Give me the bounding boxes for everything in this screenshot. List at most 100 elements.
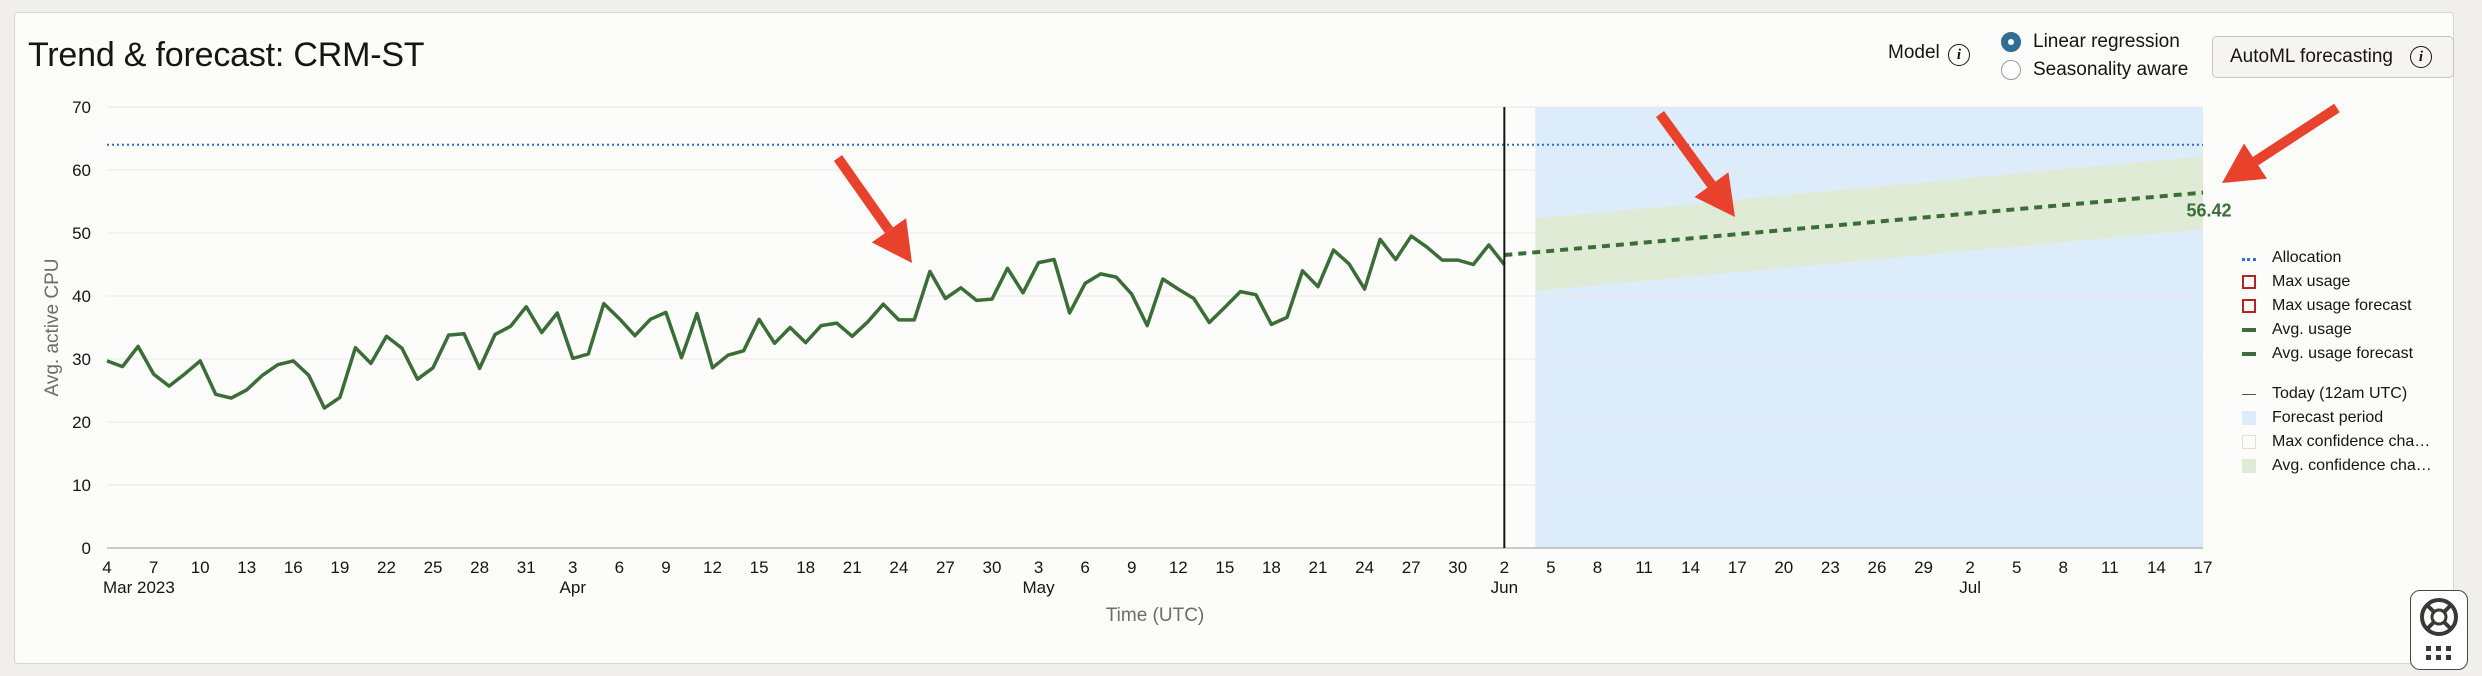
x-tick-label: 17 — [2194, 558, 2213, 577]
legend-swatch-icon — [2242, 299, 2256, 313]
legend-label: Avg. confidence cha… — [2272, 457, 2432, 474]
radio-seasonality-aware[interactable]: Seasonality aware — [2001, 59, 2188, 81]
avg-usage-forecast-line — [1504, 190, 2204, 258]
radio-label-seasonality: Seasonality aware — [2033, 59, 2189, 80]
page-title: Trend & forecast: CRM-ST — [28, 36, 425, 74]
x-tick-label: 11 — [2101, 558, 2119, 577]
annotation-arrow-left — [833, 155, 912, 263]
y-tick-label: 20 — [72, 413, 91, 432]
legend-item[interactable]: Max usage — [2242, 270, 2432, 294]
arrow-shaft — [2252, 103, 2340, 166]
x-tick-label: 18 — [1262, 558, 1281, 577]
x-tick-label: 8 — [1593, 558, 1602, 577]
y-tick-label: 40 — [72, 287, 91, 306]
legend-item[interactable]: Avg. usage — [2242, 318, 2432, 342]
x-tick-label: 30 — [1448, 558, 1467, 577]
x-tick-label: 14 — [2147, 558, 2166, 577]
lifebuoy-icon[interactable] — [2411, 591, 2469, 671]
legend-item[interactable]: Today (12am UTC) — [2242, 382, 2432, 406]
x-month-label: Apr — [560, 578, 587, 597]
x-tick-label: 2 — [1965, 558, 1974, 577]
arrow-shaft — [1655, 111, 1716, 188]
x-tick-label: 24 — [889, 558, 908, 577]
arrow-shaft — [833, 155, 894, 234]
x-tick-label: 13 — [237, 558, 256, 577]
legend-item[interactable]: Avg. usage forecast — [2242, 342, 2432, 366]
x-tick-label: 20 — [1774, 558, 1793, 577]
x-tick-label: 21 — [1309, 558, 1328, 577]
x-tick-label: 6 — [615, 558, 624, 577]
x-tick-label: 17 — [1728, 558, 1747, 577]
x-tick-label: 5 — [2012, 558, 2021, 577]
x-tick-label: 2 — [1500, 558, 1509, 577]
x-tick-label: 7 — [149, 558, 158, 577]
legend-item[interactable]: Avg. confidence cha… — [2242, 454, 2432, 478]
legend-swatch-icon — [2242, 459, 2256, 473]
x-tick-label: 28 — [470, 558, 489, 577]
legend-swatch-icon — [2242, 393, 2256, 395]
y-tick-label: 30 — [72, 350, 91, 369]
y-tick-label: 0 — [82, 539, 91, 558]
x-month-label: Jul — [1959, 578, 1981, 597]
x-tick-label: 12 — [703, 558, 722, 577]
legend-item[interactable]: Max confidence cha… — [2242, 430, 2432, 454]
legend-swatch-icon — [2242, 328, 2256, 332]
arrow-head — [871, 218, 912, 263]
x-tick-label: 26 — [1867, 558, 1886, 577]
y-tick-label: 10 — [72, 476, 91, 495]
legend-item[interactable]: Max usage forecast — [2242, 294, 2432, 318]
x-tick-label: 27 — [936, 558, 955, 577]
x-month-label: Mar 2023 — [103, 578, 175, 597]
y-tick-label: 50 — [72, 224, 91, 243]
x-tick-label: 12 — [1169, 558, 1188, 577]
radio-label-linear: Linear regression — [2033, 31, 2180, 52]
legend-label: Today (12am UTC) — [2272, 385, 2408, 402]
automl-info-icon[interactable]: i — [2410, 46, 2432, 68]
y-axis-title: Avg. active CPU — [42, 259, 63, 397]
legend-item[interactable]: Forecast period — [2242, 406, 2432, 430]
x-tick-label: 3 — [1034, 558, 1043, 577]
model-label: Model — [1888, 42, 1940, 63]
model-info-icon[interactable]: i — [1948, 44, 1970, 66]
x-tick-label: 15 — [1215, 558, 1234, 577]
x-tick-label: 27 — [1402, 558, 1421, 577]
x-tick-label: 21 — [843, 558, 862, 577]
x-tick-label: 9 — [1127, 558, 1136, 577]
x-tick-label: 24 — [1355, 558, 1374, 577]
legend-label: Avg. usage forecast — [2272, 345, 2414, 362]
legend-swatch-icon — [2242, 411, 2256, 425]
x-tick-label: 11 — [1635, 558, 1653, 577]
x-tick-label: 29 — [1914, 558, 1933, 577]
x-tick-label: 15 — [750, 558, 769, 577]
avg-usage-line — [106, 234, 1506, 410]
x-tick-label: 5 — [1546, 558, 1555, 577]
legend-label: Forecast period — [2272, 409, 2384, 426]
x-tick-label: 19 — [330, 558, 349, 577]
help-widget[interactable] — [2410, 590, 2468, 670]
x-tick-label: 16 — [284, 558, 303, 577]
radio-checked-icon[interactable] — [2001, 32, 2021, 52]
arrow-head — [1694, 172, 1735, 217]
annotation-arrow-center — [1655, 111, 1735, 217]
x-tick-label: 14 — [1681, 558, 1700, 577]
chart-legend: Allocation Max usage Max usage forecast Avg… — [2242, 246, 2432, 478]
x-tick-label: 3 — [568, 558, 577, 577]
legend-label: Max usage forecast — [2272, 297, 2412, 314]
x-tick-label: 6 — [1080, 558, 1089, 577]
legend-swatch-icon — [2242, 435, 2256, 449]
radio-linear-regression[interactable]: Linear regression — [2001, 31, 2180, 53]
x-month-label: Jun — [1491, 578, 1518, 597]
x-tick-label: 8 — [2059, 558, 2068, 577]
legend-label: Max usage — [2272, 273, 2351, 290]
x-tick-label: 9 — [661, 558, 670, 577]
y-tick-label: 60 — [72, 161, 91, 180]
legend-swatch-icon — [2242, 352, 2256, 356]
legend-label: Avg. usage — [2272, 321, 2352, 338]
radio-unchecked-icon[interactable] — [2001, 60, 2021, 80]
automl-forecasting-button[interactable]: AutoML forecasting i — [2212, 36, 2454, 78]
arrow-head — [2222, 143, 2267, 183]
y-tick-label: 70 — [72, 98, 91, 117]
legend-swatch-icon — [2242, 257, 2256, 261]
legend-item[interactable]: Allocation — [2242, 246, 2432, 270]
